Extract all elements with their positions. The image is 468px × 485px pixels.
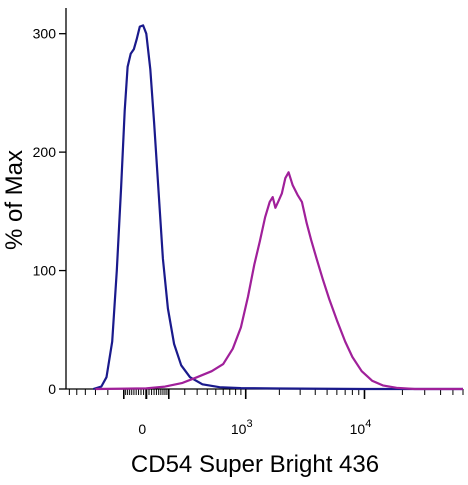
y-tick-label: 0 bbox=[48, 381, 56, 397]
axes: 0 100 200 300 0 103 104 bbox=[33, 8, 464, 437]
x-tick-label-exponent: 3 bbox=[246, 418, 252, 430]
y-tick-label: 300 bbox=[33, 26, 57, 42]
histogram-series-2 bbox=[95, 171, 463, 391]
series-layer bbox=[92, 24, 463, 391]
y-tick-label: 200 bbox=[33, 144, 57, 160]
x-tick-label: 103 bbox=[231, 418, 253, 437]
x-axis-title: CD54 Super Bright 436 bbox=[131, 451, 379, 478]
y-tick-label: 100 bbox=[33, 263, 57, 279]
x-tick-label-exponent: 4 bbox=[365, 418, 371, 430]
y-axis-title: % of Max bbox=[1, 150, 28, 250]
x-tick-label: 0 bbox=[138, 421, 146, 437]
x-tick-label: 104 bbox=[350, 418, 372, 437]
histogram-series-1 bbox=[92, 24, 463, 391]
